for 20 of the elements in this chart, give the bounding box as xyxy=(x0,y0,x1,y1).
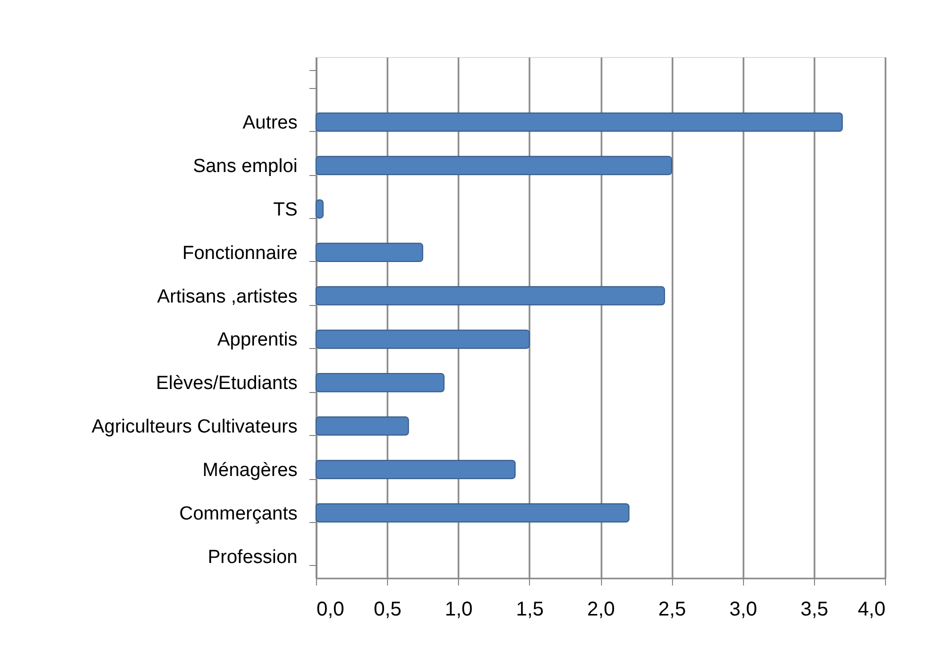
y-tick-label: Commerçants xyxy=(179,503,298,524)
y-tick-label: Apprentis xyxy=(217,330,298,351)
y-tick-label: Profession xyxy=(208,546,298,568)
x-tick-label: 4,0 xyxy=(858,598,886,620)
x-tick-label: 3,5 xyxy=(800,598,828,620)
y-tick-label: Elèves/Etudiants xyxy=(156,373,298,394)
x-tick-label: 2,0 xyxy=(587,598,615,620)
y-tick-label: Ménagères xyxy=(202,460,298,481)
y-tick-label: Autres xyxy=(242,112,298,134)
y-tick-label: Fonctionnaire xyxy=(182,242,298,264)
x-tick-label: 1,5 xyxy=(516,598,544,620)
x-tick-label: 0,5 xyxy=(374,598,402,620)
y-tick-label: Agriculteurs Cultivateurs xyxy=(92,416,298,438)
y-tick-label: TS xyxy=(273,199,298,220)
y-tick-label: Sans emploi xyxy=(192,156,298,178)
y-tick-label: Artisans ,artistes xyxy=(157,286,298,308)
x-tick-label: 2,5 xyxy=(658,598,686,620)
x-tick-label: 0,0 xyxy=(316,598,344,620)
x-tick-label: 1,0 xyxy=(444,598,473,620)
x-tick-label: 3,0 xyxy=(729,598,758,620)
